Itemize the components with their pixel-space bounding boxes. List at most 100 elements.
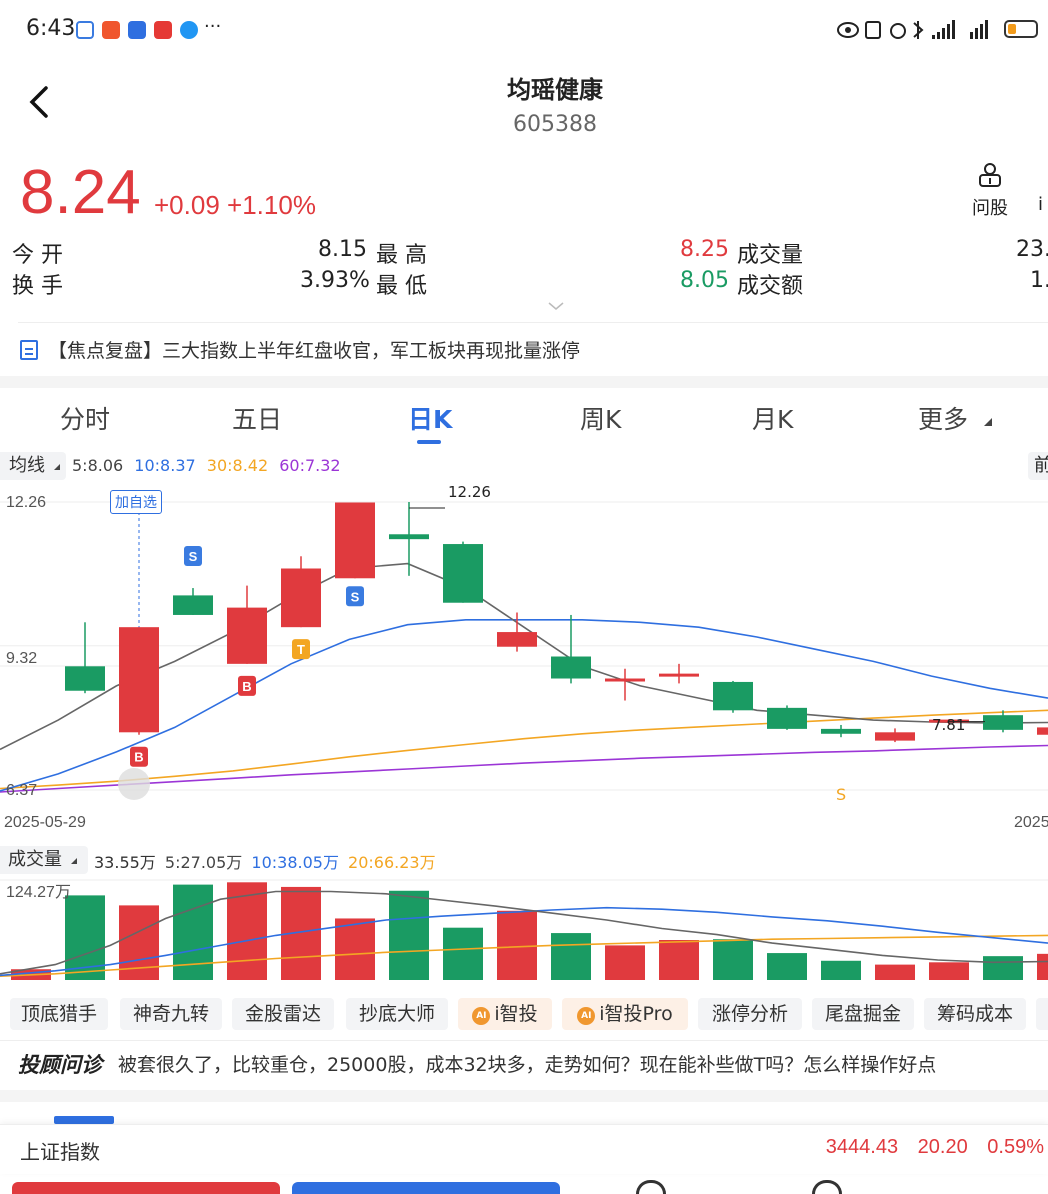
turnover-value: 3.93% <box>300 268 370 293</box>
candle-body <box>1037 727 1048 735</box>
candle-body <box>713 681 753 711</box>
tool-top-bottom-hunter[interactable]: 顶底猎手 <box>10 998 108 1030</box>
signal-badge-label: B <box>134 750 143 765</box>
volume-chart[interactable] <box>0 878 1048 984</box>
tool-closing-mining[interactable]: 尾盘掘金 <box>812 998 914 1030</box>
volume-bar <box>929 962 969 980</box>
ma-legend: 5:8.06 10:8.37 30:8.42 60:7.32 <box>72 456 347 475</box>
clock: 6:43 <box>26 16 76 41</box>
ask-stock-button[interactable]: 问股 <box>966 162 1014 220</box>
candle-body <box>551 656 591 679</box>
signal-badge-t <box>292 639 310 660</box>
more-notifications-icon: ··· <box>204 16 222 37</box>
robot-advisor-icon <box>979 163 1001 187</box>
ma5-line <box>0 562 1048 751</box>
search-icon[interactable] <box>812 1180 842 1194</box>
tab-intraday[interactable]: 分时 <box>60 405 111 434</box>
candle-body <box>659 673 699 677</box>
candlestick-chart[interactable]: B S B T S <box>0 484 1048 808</box>
app-notification-icon <box>128 21 146 39</box>
volume-bar <box>821 960 861 980</box>
volume-bar <box>497 910 537 980</box>
more-tool-label[interactable]: i <box>1038 194 1044 215</box>
candle-body <box>335 502 375 579</box>
tab-weekly-k[interactable]: 周K <box>580 405 622 434</box>
ma10-value: 10:8.37 <box>134 456 196 475</box>
volume-bar <box>605 945 645 980</box>
tool-golden-radar[interactable]: 金股雷达 <box>232 998 334 1030</box>
active-tab-indicator <box>417 440 441 444</box>
dropdown-triangle-icon <box>70 858 77 864</box>
volume-bar <box>1037 953 1048 980</box>
volume-bar <box>227 882 267 980</box>
app-notification-icon <box>102 21 120 39</box>
advisor-title: 投顾问诊 <box>18 1053 102 1077</box>
undo-icon[interactable] <box>636 1180 666 1194</box>
sell-button[interactable] <box>292 1182 560 1194</box>
volume-y-top-label: 124.27万 <box>6 884 71 901</box>
index-change: 20.20 <box>917 1136 968 1158</box>
ma-indicator-selector[interactable]: 均线 <box>0 452 66 480</box>
dropdown-triangle-icon <box>983 418 992 426</box>
signal-badge-sell <box>346 586 364 607</box>
volume-total: 33.55万 <box>94 853 156 872</box>
ma5-value: 5:8.06 <box>72 456 124 475</box>
signal-badge-label: S <box>351 589 360 604</box>
add-watchlist-tag[interactable]: 加自选 <box>110 490 162 514</box>
news-headline[interactable]: 【焦点复盘】三大指数上半年红盘收官，军工板块再现批量涨停 <box>48 340 581 362</box>
ma60-line <box>0 744 1048 793</box>
candle-body <box>119 627 159 733</box>
chart-zoom-icon[interactable] <box>118 768 150 800</box>
tab-monthly-k[interactable]: 月K <box>752 405 794 434</box>
app-notification-icon <box>180 21 198 39</box>
tool-bottom-master[interactable]: 抄底大师 <box>346 998 448 1030</box>
candle-body <box>497 632 537 647</box>
y-axis-top-label: 12.26 <box>6 494 47 511</box>
ask-stock-label: 问股 <box>972 198 1008 219</box>
y-axis-mid-label: 9.32 <box>6 650 38 667</box>
tool-ai-invest-pro[interactable]: AI i智投Pro <box>562 998 688 1030</box>
volume-value: 23. <box>1016 237 1048 262</box>
buy-button[interactable] <box>12 1182 280 1194</box>
volume-bar <box>443 927 483 980</box>
volume-ma10: 10:38.05万 <box>251 853 339 872</box>
volume-bar <box>713 939 753 980</box>
expand-chevron-icon[interactable] <box>547 300 565 312</box>
more-icon[interactable]: ··· <box>986 1184 1005 1194</box>
candle-body <box>929 719 969 723</box>
tool-limit-up-analysis[interactable]: 涨停分析 <box>698 998 802 1030</box>
volume-indicator-selector[interactable]: 成交量 <box>0 846 88 874</box>
tool-more-chip[interactable] <box>1036 998 1048 1030</box>
tab-more[interactable]: 更多 <box>918 400 994 436</box>
y-axis-bottom-label: 6.37 <box>6 782 38 799</box>
high-value: 8.25 <box>680 237 729 262</box>
candle-body <box>983 715 1023 730</box>
open-value: 8.15 <box>318 237 367 262</box>
candle-body <box>173 595 213 615</box>
ai-badge-icon: AI <box>577 1007 596 1025</box>
ma30-line <box>0 709 1048 790</box>
turnover-label: 换 手 <box>12 274 63 299</box>
candle-body <box>389 534 429 540</box>
low-value: 8.05 <box>680 268 729 293</box>
low-label: 最 低 <box>376 274 427 299</box>
ma10-line <box>0 619 1048 792</box>
signal-badge-buy <box>130 746 148 767</box>
volume-ma5: 5:27.05万 <box>164 853 243 872</box>
high-price-marker: 12.26 <box>448 483 491 501</box>
previous-restore-button[interactable]: 前 <box>1028 452 1048 480</box>
tool-ai-invest[interactable]: AI i智投 <box>458 998 552 1030</box>
dropdown-triangle-icon <box>53 464 60 470</box>
advisor-question[interactable]: 被套很久了，比较重仓，25000股，成本32块多，走势如何？现在能补些做T吗？怎… <box>118 1054 937 1076</box>
tool-chip-cost[interactable]: 筹码成本 <box>924 998 1026 1030</box>
change-value: +0.09 <box>154 190 220 220</box>
tool-ai-invest-pro-label: i智投Pro <box>599 1003 673 1025</box>
index-values: 3444.43 20.20 0.59% <box>812 1136 1044 1159</box>
volume-bar <box>875 964 915 980</box>
tab-daily-k[interactable]: 日K <box>408 405 453 434</box>
battery-icon <box>1004 20 1038 38</box>
tool-magic-nine[interactable]: 神奇九转 <box>120 998 222 1030</box>
tab-five-day[interactable]: 五日 <box>232 405 283 434</box>
index-ticker-bar[interactable] <box>0 1124 1048 1174</box>
back-button[interactable] <box>24 82 64 122</box>
